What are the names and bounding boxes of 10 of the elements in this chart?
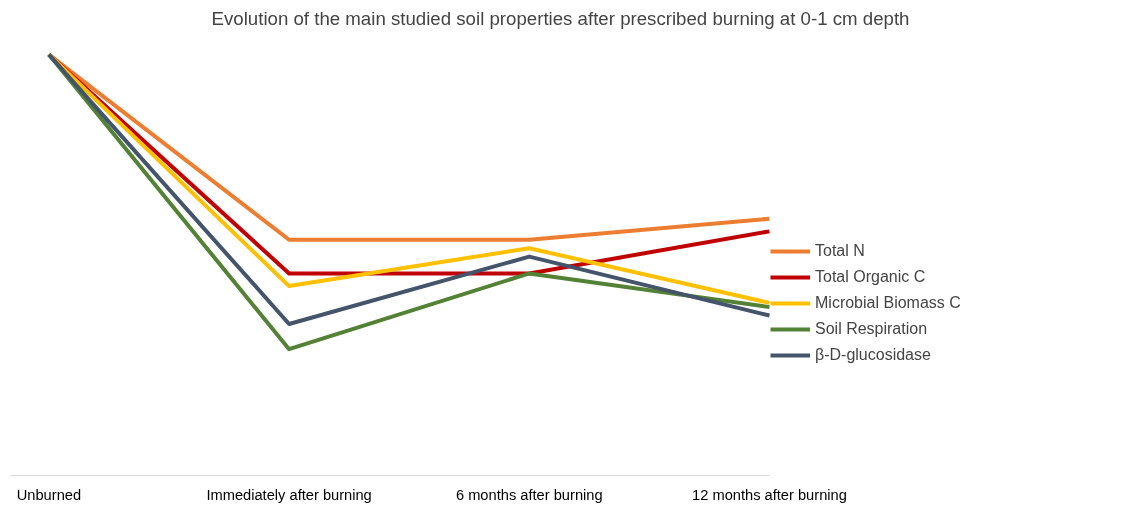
legend-label: β-D-glucosidase [815, 346, 931, 364]
legend-label: Microbial Biomass C [815, 294, 961, 312]
x-tick-label: Immediately after burning [206, 486, 372, 503]
chart-title: Evolution of the main studied soil properties after prescribed burning at 0-1 cm depth [211, 7, 910, 29]
x-tick-label: 6 months after burning [455, 486, 603, 503]
x-tick-label: Unburned [16, 486, 82, 503]
legend-label: Soil Respiration [815, 320, 928, 338]
legend-label: Total Organic C [815, 268, 926, 286]
x-tick-label: 12 months after burning [692, 486, 847, 503]
legend-label: Total N [815, 242, 865, 260]
